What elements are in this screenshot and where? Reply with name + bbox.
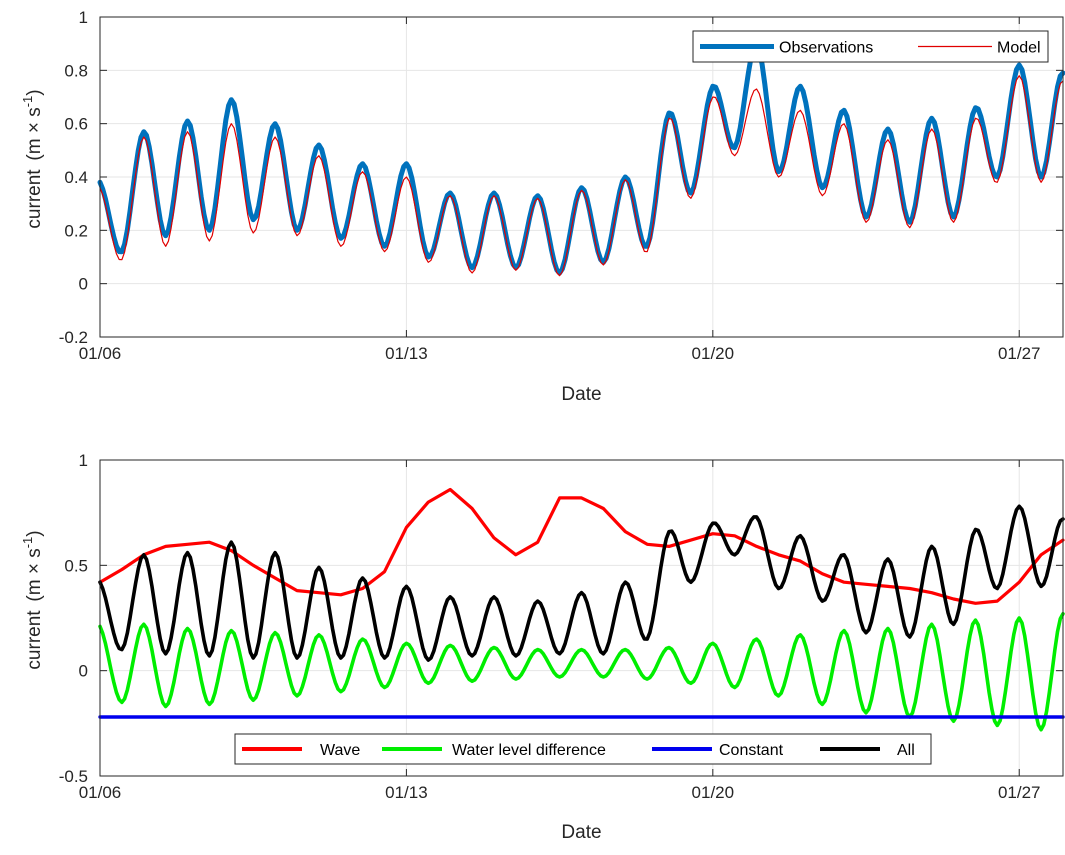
bottom-y-tick-label: 1: [79, 451, 88, 470]
top-y-tick-label: 0: [79, 275, 88, 294]
bottom-series-group: [98, 487, 1065, 732]
bottom-y-axis-units: (m × s-1): [20, 530, 45, 601]
bottom-legend-box: [234, 733, 932, 765]
bottom-series-water-level-difference: [98, 612, 1065, 732]
top-legend: Observations Model: [692, 30, 1049, 63]
top-series-group: [97, 41, 1065, 277]
legend-label-wave: Wave: [320, 742, 360, 759]
top-y-axis-title-group: current (m × s-1): [20, 89, 45, 228]
bottom-chart-panel: 01/06 01/13 01/20 01/27 -0.5 0 0.5 1 Date curre…: [20, 451, 1065, 843]
top-chart-panel: 01/06 01/13 01/20 01/27 -0.2 0 0.2 0.4 0.6 0.8 1 D…: [20, 8, 1065, 405]
top-x-axis-title: Date: [561, 384, 601, 405]
bottom-series-wave: [98, 487, 1065, 605]
top-series-model: [99, 75, 1064, 277]
top-x-tick-label: 01/20: [692, 344, 735, 363]
bottom-y-tick-label: 0.5: [64, 556, 88, 575]
bottom-x-axis-title: Date: [561, 822, 601, 843]
bottom-axes-box: [99, 459, 1064, 777]
bottom-series-all: [98, 504, 1065, 662]
bottom-ticks: 01/06 01/13 01/20 01/27 -0.5 0 0.5 1: [59, 451, 1063, 802]
legend-label-constant: Constant: [719, 742, 784, 759]
top-y-tick-label: 0.4: [64, 168, 88, 187]
bottom-x-tick-label: 01/27: [998, 783, 1041, 802]
top-x-tick-label: 01/13: [385, 344, 428, 363]
legend-label-model: Model: [997, 40, 1041, 57]
bottom-x-tick-label: 01/13: [385, 783, 428, 802]
bottom-y-tick-label: -0.5: [59, 767, 88, 786]
legend-label-water-level-difference: Water level difference: [452, 742, 606, 759]
bottom-x-tick-label: 01/20: [692, 783, 735, 802]
top-series-observations: [97, 41, 1065, 276]
top-y-tick-label: 0.2: [64, 221, 88, 240]
top-y-axis-units: (m × s-1): [20, 89, 45, 160]
top-y-tick-label: 0.6: [64, 115, 88, 134]
bottom-y-axis-title-group: current (m × s-1): [20, 530, 45, 669]
top-y-axis-title: current: [24, 169, 45, 229]
top-y-tick-label: 0.8: [64, 61, 88, 80]
bottom-y-axis-title: current: [24, 610, 45, 670]
top-x-tick-label: 01/27: [998, 344, 1041, 363]
bottom-legend: Wave Water level difference Constant All: [234, 733, 932, 765]
top-y-tick-label: -0.2: [59, 328, 88, 347]
bottom-y-tick-label: 0: [79, 662, 88, 681]
bottom-x-tick-label: 01/06: [79, 783, 122, 802]
top-y-tick-label: 1: [79, 8, 88, 27]
top-ticks: 01/06 01/13 01/20 01/27 -0.2 0 0.2 0.4 0.6 0.8 1: [59, 8, 1063, 363]
legend-label-all: All: [897, 742, 915, 759]
legend-label-observations: Observations: [779, 40, 873, 57]
top-x-tick-label: 01/06: [79, 344, 122, 363]
